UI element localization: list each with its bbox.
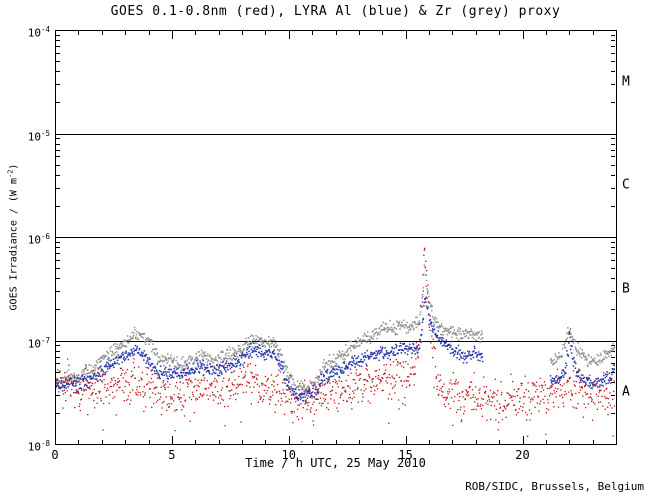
flare-class-label-b: B (622, 281, 630, 297)
flare-class-label-m: M (622, 74, 630, 90)
x-tick-label: 0 (51, 448, 59, 462)
x-tick-label: 10 (281, 448, 296, 462)
y-tick-label: 10-6 (27, 232, 50, 247)
x-tick-label: 5 (168, 448, 176, 462)
y-tick-label: 10-4 (27, 25, 50, 40)
y-tick-label: 10-8 (27, 439, 50, 454)
chart-title: GOES 0.1-0.8nm (red), LYRA Al (blue) & Z… (110, 4, 561, 19)
y-tick-label: 10-7 (27, 335, 50, 351)
flare-class-label-a: A (622, 384, 630, 400)
y-axis-label-close: ) (8, 163, 20, 170)
flare-class-label-c: C (622, 177, 630, 193)
x-tick-label: 15 (398, 448, 413, 462)
x-axis-label: Time / h UTC, 25 May 2010 (245, 456, 426, 470)
x-tick-label: 20 (515, 448, 530, 462)
y-tick-label: 10-5 (27, 128, 50, 144)
credit-footer: ROB/SIDC, Brussels, Belgium (465, 480, 644, 493)
y-axis-label-exponent: -2 (6, 169, 15, 179)
